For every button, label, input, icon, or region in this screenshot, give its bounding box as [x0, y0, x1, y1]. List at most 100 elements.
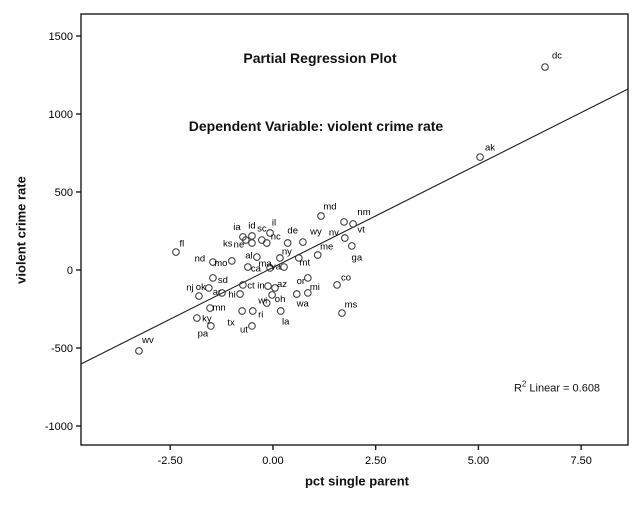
scatter-point-tx [238, 307, 246, 315]
scatter-point-ca [244, 263, 252, 271]
point-label-ok: ok [196, 282, 206, 293]
point-label-az: az [277, 279, 287, 290]
scatter-point-co [333, 281, 341, 289]
scatter-point-nc [262, 239, 271, 247]
y-tick-label: 0 [67, 265, 73, 277]
point-label-la: la [282, 316, 290, 327]
point-label-wa: wa [296, 298, 310, 309]
y-tick-label: 1000 [49, 109, 73, 121]
scatter-point-ne [248, 239, 256, 247]
point-label-ri: ri [258, 309, 263, 320]
scatter-point-wv [135, 347, 143, 355]
scatter-point-ok [204, 284, 213, 292]
point-label-ct: ct [247, 280, 255, 291]
x-tick-label: 0.00 [262, 455, 283, 467]
y-tick-label: 1500 [49, 31, 73, 43]
scatter-point-mi [304, 289, 312, 297]
scatter-point-ga [348, 242, 356, 250]
scatter-point-sd [209, 274, 217, 282]
point-label-mo: mo [214, 258, 227, 269]
point-label-sc: sc [257, 223, 267, 234]
scatter-point-hi [236, 290, 244, 298]
r-squared-annotation: R2 Linear = 0.608 [514, 380, 600, 395]
point-label-ky: ky [202, 313, 212, 324]
scatter-point-or [304, 274, 312, 282]
point-label-fl: fl [180, 238, 185, 249]
point-label-co: co [341, 272, 351, 283]
point-label-nv: nv [329, 227, 339, 238]
x-tick-label: 2.50 [365, 455, 386, 467]
scatter-point-ar [218, 289, 226, 297]
chart-title: Partial Regression Plot [243, 50, 397, 66]
point-label-ia: ia [233, 222, 241, 233]
point-label-me: me [320, 241, 333, 252]
point-label-va: va [271, 261, 282, 272]
scatter-point-mt [294, 254, 303, 262]
point-label-nd: nd [195, 253, 206, 264]
plot-frame [80, 13, 629, 446]
r2-superscript: 2 [521, 379, 527, 389]
point-label-vt: vt [357, 224, 365, 235]
scatter-point-ak [476, 153, 484, 161]
point-label-or: or [297, 276, 305, 287]
point-label-ms: ms [345, 299, 358, 310]
point-label-dc: dc [552, 50, 562, 61]
scatter-point-me [313, 251, 322, 259]
scatter-point-al [253, 253, 261, 261]
scatter-point-pa [207, 322, 215, 330]
scatter-point-ks [241, 236, 250, 244]
scatter-point-il [266, 229, 274, 237]
point-label-wy: wy [309, 226, 322, 237]
point-label-oh: oh [275, 294, 286, 305]
scatter-point-dc [541, 63, 549, 71]
scatter-point-nd [209, 258, 217, 266]
point-label-mi: mi [310, 282, 320, 293]
scatter-point-sc [258, 236, 266, 244]
point-label-sd: sd [218, 275, 228, 286]
scatter-point-nj [195, 292, 203, 300]
point-label-mn: mn [212, 302, 225, 313]
r2-prefix: R [513, 382, 522, 395]
y-tick-label: 500 [55, 187, 73, 199]
point-label-wv: wv [141, 335, 154, 346]
point-label-al: al [245, 250, 252, 261]
x-axis-title: pct single parent [304, 473, 410, 489]
point-label-ut: ut [240, 324, 248, 335]
point-label-md: md [323, 201, 336, 212]
y-tick-label: -500 [51, 343, 73, 355]
scatter-point-wi [262, 299, 271, 307]
scatter-point-vt [349, 220, 357, 228]
scatter-point-nv [341, 234, 349, 242]
scatter-point-oh [268, 291, 276, 299]
scatter-point-mo [228, 257, 236, 265]
scatter-point-fl [172, 248, 180, 256]
point-label-ks: ks [223, 238, 233, 249]
scatter-point-az [271, 284, 279, 292]
point-label-pa: pa [198, 328, 209, 339]
scatter-point-ut [248, 322, 256, 330]
scatter-point-mn [206, 304, 214, 312]
point-label-ne: ne [234, 239, 245, 250]
point-label-mt: mt [300, 257, 311, 268]
scatter-point-ct [239, 281, 247, 289]
point-label-in: in [257, 280, 264, 291]
x-tick-label: 5.00 [468, 455, 489, 467]
scatter-point-va [280, 263, 288, 271]
point-label-wi: wi [257, 295, 267, 306]
scatter-point-ms [338, 309, 346, 317]
scatter-point-nm [340, 218, 348, 226]
point-label-ak: ak [485, 142, 495, 153]
point-label-nj: nj [186, 282, 193, 293]
r2-value-text: Linear = 0.608 [526, 382, 601, 395]
scatter-point-wa [292, 290, 301, 298]
point-label-nm: nm [357, 207, 370, 218]
y-axis-title: violent crime rate [13, 176, 29, 284]
point-label-tx: tx [227, 317, 235, 328]
point-label-il: il [272, 217, 276, 228]
scatter-point-ky [193, 314, 201, 322]
point-label-ar: ar [213, 287, 221, 298]
point-label-ny: ny [282, 246, 292, 257]
scatter-point-id [248, 232, 256, 240]
scatter-point-wy [299, 238, 307, 246]
